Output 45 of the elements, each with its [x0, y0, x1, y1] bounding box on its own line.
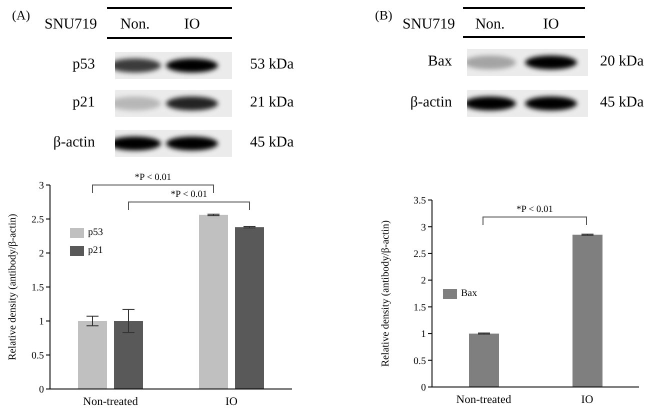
y-tick-label: 2 — [39, 248, 44, 260]
text: *P < 0.01 — [134, 173, 172, 183]
y-tick-label: 3 — [39, 180, 44, 192]
text: 21 kDa — [250, 94, 294, 110]
text: Non. — [475, 16, 505, 32]
text: p53 — [72, 56, 95, 72]
text: 45 kDa — [600, 94, 644, 110]
text: Bax — [428, 54, 452, 70]
y-axis-title: Relative density (antibody/β-actin) — [380, 220, 392, 367]
annotation: *P < 0.01 — [170, 190, 208, 200]
text: p21 — [72, 94, 95, 110]
text: 20 kDa — [600, 54, 644, 70]
y-tick-label: 2.5 — [32, 214, 44, 226]
y-tick-label: 3 — [421, 222, 426, 234]
text: 53 kDa — [250, 56, 294, 72]
annotation: *P < 0.01 — [516, 205, 554, 215]
y-tick-label: 0 — [421, 382, 426, 394]
legend-label: p53 — [88, 226, 103, 240]
text: IO — [543, 16, 559, 32]
text: SNU719 — [402, 16, 455, 32]
x-tick-label: IO — [225, 396, 238, 408]
y-tick-label: 3.5 — [414, 196, 426, 207]
y-tick-label: 1 — [421, 329, 426, 340]
y-axis-title: Relative density (antibody/β-actin) — [8, 213, 19, 360]
x-tick-label: Non-treated — [456, 394, 512, 406]
x-tick-label: Non-treated — [83, 396, 138, 408]
chart-title: (A) — [12, 8, 30, 22]
text: SNU719 — [44, 16, 97, 32]
y-tick-label: 1.5 — [32, 282, 44, 294]
legend-label: p21 — [88, 244, 103, 258]
y-tick-label: 1 — [39, 316, 44, 328]
x-tick-label: IO — [581, 394, 594, 406]
y-tick-label: 0 — [39, 384, 44, 396]
y-tick-label: 0.5 — [414, 356, 426, 367]
y-tick-label: 0.5 — [32, 350, 44, 362]
legend-label: Bax — [461, 286, 478, 300]
text: 45 kDa — [250, 134, 294, 150]
text: IO — [184, 16, 200, 32]
y-tick-label: 2 — [421, 276, 426, 287]
text: Non. — [120, 16, 150, 32]
text: β-actin — [53, 134, 95, 150]
y-tick-label: 1.5 — [414, 302, 426, 314]
y-tick-label: 2.5 — [414, 248, 426, 260]
chart-title: (B) — [375, 8, 392, 22]
text: β-actin — [410, 94, 452, 110]
